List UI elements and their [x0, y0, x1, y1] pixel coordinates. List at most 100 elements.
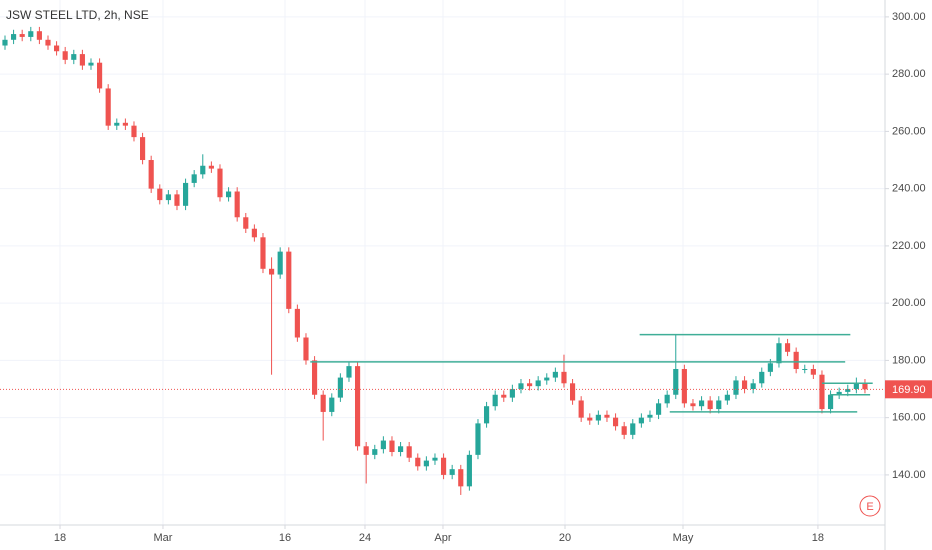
y-tick-label: 180.00 [892, 354, 926, 366]
candle-body [707, 400, 713, 410]
candle-body [105, 88, 111, 126]
candle-body [88, 62, 94, 66]
candle-body [492, 394, 498, 407]
candle-body [406, 446, 412, 458]
candle-body [733, 380, 739, 395]
candle-body [354, 366, 361, 447]
candle-body [45, 39, 51, 46]
y-tick-label: 300.00 [892, 11, 926, 23]
last-price-label: 169.90 [892, 384, 926, 396]
candle-body [157, 188, 163, 201]
candle-body [122, 122, 128, 126]
candle-body [595, 414, 601, 421]
x-tick-label: 24 [359, 532, 371, 544]
candle-body [62, 51, 68, 60]
grid [0, 0, 885, 525]
x-tick-label: May [673, 532, 694, 544]
candle-body [458, 469, 464, 487]
candle-body [552, 371, 558, 378]
candle-body [277, 251, 283, 275]
candle-body [54, 45, 60, 52]
candle-body [389, 440, 395, 453]
candle-body [638, 417, 644, 424]
candle-body [234, 191, 240, 218]
candle-body [655, 403, 662, 415]
candle-body [11, 34, 17, 40]
candle-body [767, 363, 773, 372]
y-tick-label: 140.00 [892, 469, 926, 481]
candle-body [346, 366, 352, 378]
candle-body [578, 400, 584, 418]
candle-body [716, 400, 722, 410]
earnings-badge[interactable] [859, 495, 881, 517]
candle-body [28, 31, 34, 37]
candle-body [544, 377, 550, 381]
candle-body [251, 228, 257, 238]
candle-body [759, 371, 765, 384]
candle-body [475, 423, 481, 455]
candle-body [587, 417, 593, 421]
candle-body [664, 394, 670, 404]
candle-body [535, 380, 541, 387]
candle-body [2, 39, 8, 46]
candle-body [380, 440, 386, 450]
candle-body [621, 426, 627, 435]
candle-body [526, 383, 533, 387]
candle-body [131, 125, 137, 138]
x-tick-label: Mar [153, 532, 172, 544]
candles [0, 26, 885, 495]
candle-body [97, 62, 103, 89]
y-tick-label: 260.00 [892, 125, 926, 137]
candle-body [483, 406, 490, 424]
candle-body [647, 414, 653, 418]
y-tick-label: 280.00 [892, 68, 926, 80]
candle-body [303, 337, 309, 361]
candle-body [329, 397, 335, 412]
candle-body [415, 457, 421, 467]
y-tick-label: 220.00 [892, 240, 926, 252]
x-tick-label: 16 [279, 532, 291, 544]
candle-body [569, 383, 576, 401]
x-tick-label: 18 [812, 532, 824, 544]
candle-body [226, 191, 232, 198]
candle-body [750, 383, 756, 390]
candle-body [337, 377, 343, 398]
candle-body [449, 469, 455, 475]
candle-body [466, 454, 472, 487]
candle-body [208, 165, 214, 169]
candle-body [200, 165, 206, 175]
y-tick-label: 200.00 [892, 297, 926, 309]
candle-body [802, 368, 808, 370]
earnings-badge-label[interactable]: E [866, 501, 873, 513]
candle-body [681, 368, 687, 404]
candle-body [604, 414, 610, 418]
candle-body [561, 371, 567, 384]
candle-body [311, 360, 318, 395]
y-tick-label: 160.00 [892, 412, 926, 424]
candle-body [810, 368, 816, 375]
candle-body [793, 351, 799, 369]
candle-body [853, 383, 859, 390]
candle-body [432, 457, 438, 461]
candle-body [79, 54, 85, 66]
candle-body [165, 194, 171, 201]
candle-body [71, 54, 77, 60]
candle-body [183, 182, 189, 206]
candle-body [294, 308, 300, 338]
candle-body [148, 160, 154, 189]
candle-body [363, 446, 369, 455]
x-tick-label: 18 [54, 532, 66, 544]
candle-body [612, 417, 619, 427]
y-tick-label: 240.00 [892, 183, 926, 195]
candle-body [784, 343, 791, 352]
x-tick-label: Apr [434, 532, 451, 544]
candle-body [114, 122, 120, 126]
candle-body [243, 217, 249, 229]
last-price-tag [885, 380, 932, 399]
candle-body [440, 457, 447, 475]
candle-body [690, 403, 696, 407]
candle-body [862, 383, 868, 390]
candle-body [724, 394, 730, 401]
